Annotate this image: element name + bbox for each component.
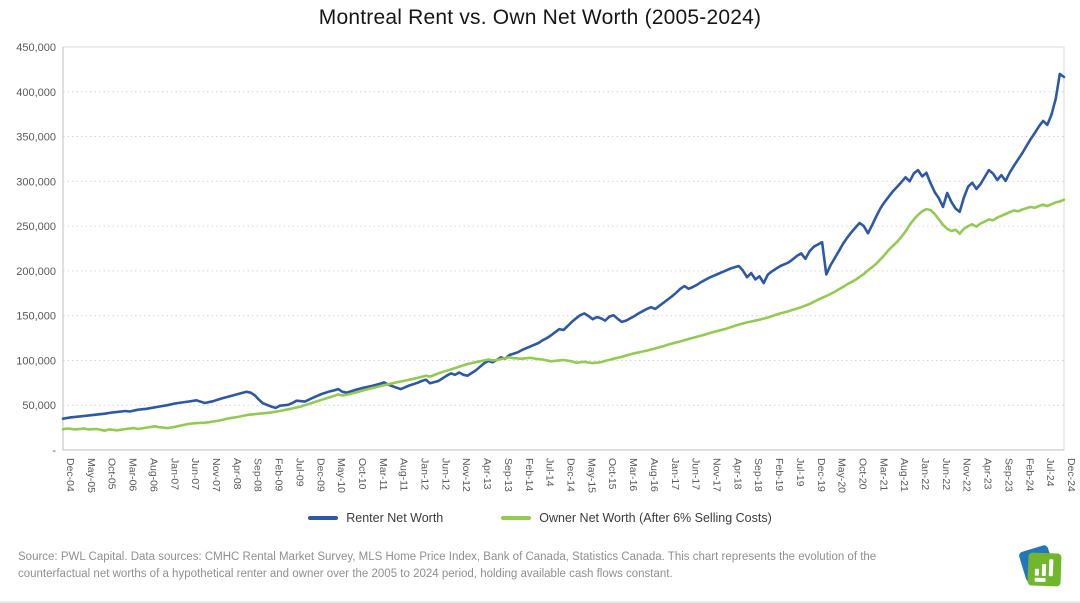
svg-text:Jul-24: Jul-24 bbox=[1044, 458, 1056, 487]
svg-text:Mar-11: Mar-11 bbox=[377, 458, 389, 491]
legend-label-renter: Renter Net Worth bbox=[346, 511, 444, 525]
svg-text:Jun-12: Jun-12 bbox=[439, 458, 451, 490]
svg-text:May-10: May-10 bbox=[335, 458, 347, 493]
svg-text:300,000: 300,000 bbox=[16, 176, 56, 188]
svg-text:Dec-19: Dec-19 bbox=[815, 458, 827, 492]
svg-text:Feb-19: Feb-19 bbox=[773, 458, 785, 491]
svg-text:Feb-24: Feb-24 bbox=[1023, 458, 1035, 491]
legend-item-owner: Owner Net Worth (After 6% Selling Costs) bbox=[501, 511, 772, 525]
svg-text:150,000: 150,000 bbox=[16, 311, 56, 323]
svg-text:Sep-23: Sep-23 bbox=[1002, 458, 1014, 492]
svg-text:Mar-21: Mar-21 bbox=[877, 458, 889, 491]
svg-text:Apr-18: Apr-18 bbox=[731, 458, 743, 490]
source-disclaimer: Source: PWL Capital. Data sources: CMHC … bbox=[18, 551, 877, 580]
svg-text:Jan-17: Jan-17 bbox=[669, 458, 681, 490]
svg-text:Aug-06: Aug-06 bbox=[147, 458, 159, 492]
svg-text:Sep-13: Sep-13 bbox=[502, 458, 514, 492]
svg-text:Mar-06: Mar-06 bbox=[127, 458, 139, 491]
svg-text:Nov-12: Nov-12 bbox=[460, 458, 472, 492]
svg-text:Jan-22: Jan-22 bbox=[919, 458, 931, 490]
svg-text:Sep-18: Sep-18 bbox=[752, 458, 764, 492]
svg-text:400,000: 400,000 bbox=[16, 87, 56, 99]
svg-text:May-05: May-05 bbox=[85, 458, 97, 493]
svg-text:Oct-10: Oct-10 bbox=[356, 458, 368, 490]
svg-text:Dec-04: Dec-04 bbox=[64, 458, 76, 492]
logo-green-square-icon bbox=[1027, 552, 1062, 587]
svg-text:Jan-07: Jan-07 bbox=[168, 458, 180, 490]
renter-line-swatch-icon bbox=[308, 516, 339, 520]
svg-text:Feb-14: Feb-14 bbox=[523, 458, 535, 491]
owner-line-swatch-icon bbox=[501, 516, 532, 520]
svg-text:Jul-19: Jul-19 bbox=[794, 458, 806, 487]
svg-text:450,000: 450,000 bbox=[16, 42, 56, 54]
svg-text:Nov-22: Nov-22 bbox=[961, 458, 973, 492]
svg-text:100,000: 100,000 bbox=[16, 355, 56, 367]
svg-text:Oct-15: Oct-15 bbox=[606, 458, 618, 490]
bar-chart-icon bbox=[1034, 558, 1056, 583]
svg-text:Jun-22: Jun-22 bbox=[940, 458, 952, 490]
svg-text:Jun-17: Jun-17 bbox=[690, 458, 702, 490]
legend-item-renter: Renter Net Worth bbox=[308, 511, 443, 525]
svg-text:Mar-16: Mar-16 bbox=[627, 458, 639, 491]
svg-text:Nov-17: Nov-17 bbox=[710, 458, 722, 492]
svg-text:Oct-05: Oct-05 bbox=[106, 458, 118, 490]
svg-text:Aug-21: Aug-21 bbox=[898, 458, 910, 492]
svg-text:Oct-20: Oct-20 bbox=[856, 458, 868, 490]
svg-text:May-15: May-15 bbox=[585, 458, 597, 493]
svg-text:Jun-07: Jun-07 bbox=[189, 458, 201, 490]
pwl-capital-logo bbox=[1018, 544, 1067, 594]
svg-text:Nov-07: Nov-07 bbox=[210, 458, 222, 492]
svg-text:Jul-14: Jul-14 bbox=[544, 458, 556, 487]
svg-text:350,000: 350,000 bbox=[16, 132, 56, 144]
svg-text:50,000: 50,000 bbox=[22, 400, 56, 412]
svg-text:Aug-11: Aug-11 bbox=[398, 458, 410, 491]
svg-text:Sep-08: Sep-08 bbox=[252, 458, 264, 492]
chart-legend: Renter Net Worth Owner Net Worth (After … bbox=[0, 511, 1080, 525]
svg-text:May-20: May-20 bbox=[836, 458, 848, 493]
svg-text:Dec-14: Dec-14 bbox=[565, 458, 577, 492]
svg-text:Apr-13: Apr-13 bbox=[481, 458, 493, 490]
svg-text:Jul-09: Jul-09 bbox=[293, 458, 305, 487]
svg-text:200,000: 200,000 bbox=[16, 266, 56, 278]
svg-text:Apr-08: Apr-08 bbox=[231, 458, 243, 490]
svg-text:Apr-23: Apr-23 bbox=[982, 458, 994, 490]
svg-text:Dec-09: Dec-09 bbox=[314, 458, 326, 492]
page-title: Montreal Rent vs. Own Net Worth (2005-20… bbox=[318, 6, 762, 29]
svg-text:Dec-24: Dec-24 bbox=[1065, 458, 1077, 492]
line-chart: 450,000 400,000 350,000 300,000 250,000 200,0… bbox=[16, 42, 1077, 493]
svg-text:Jan-12: Jan-12 bbox=[419, 458, 431, 490]
svg-text:250,000: 250,000 bbox=[16, 221, 56, 233]
svg-text:Feb-09: Feb-09 bbox=[273, 458, 285, 491]
svg-text:Aug-16: Aug-16 bbox=[648, 458, 660, 492]
svg-text:-: - bbox=[52, 445, 56, 457]
legend-label-owner: Owner Net Worth (After 6% Selling Costs) bbox=[539, 511, 772, 525]
